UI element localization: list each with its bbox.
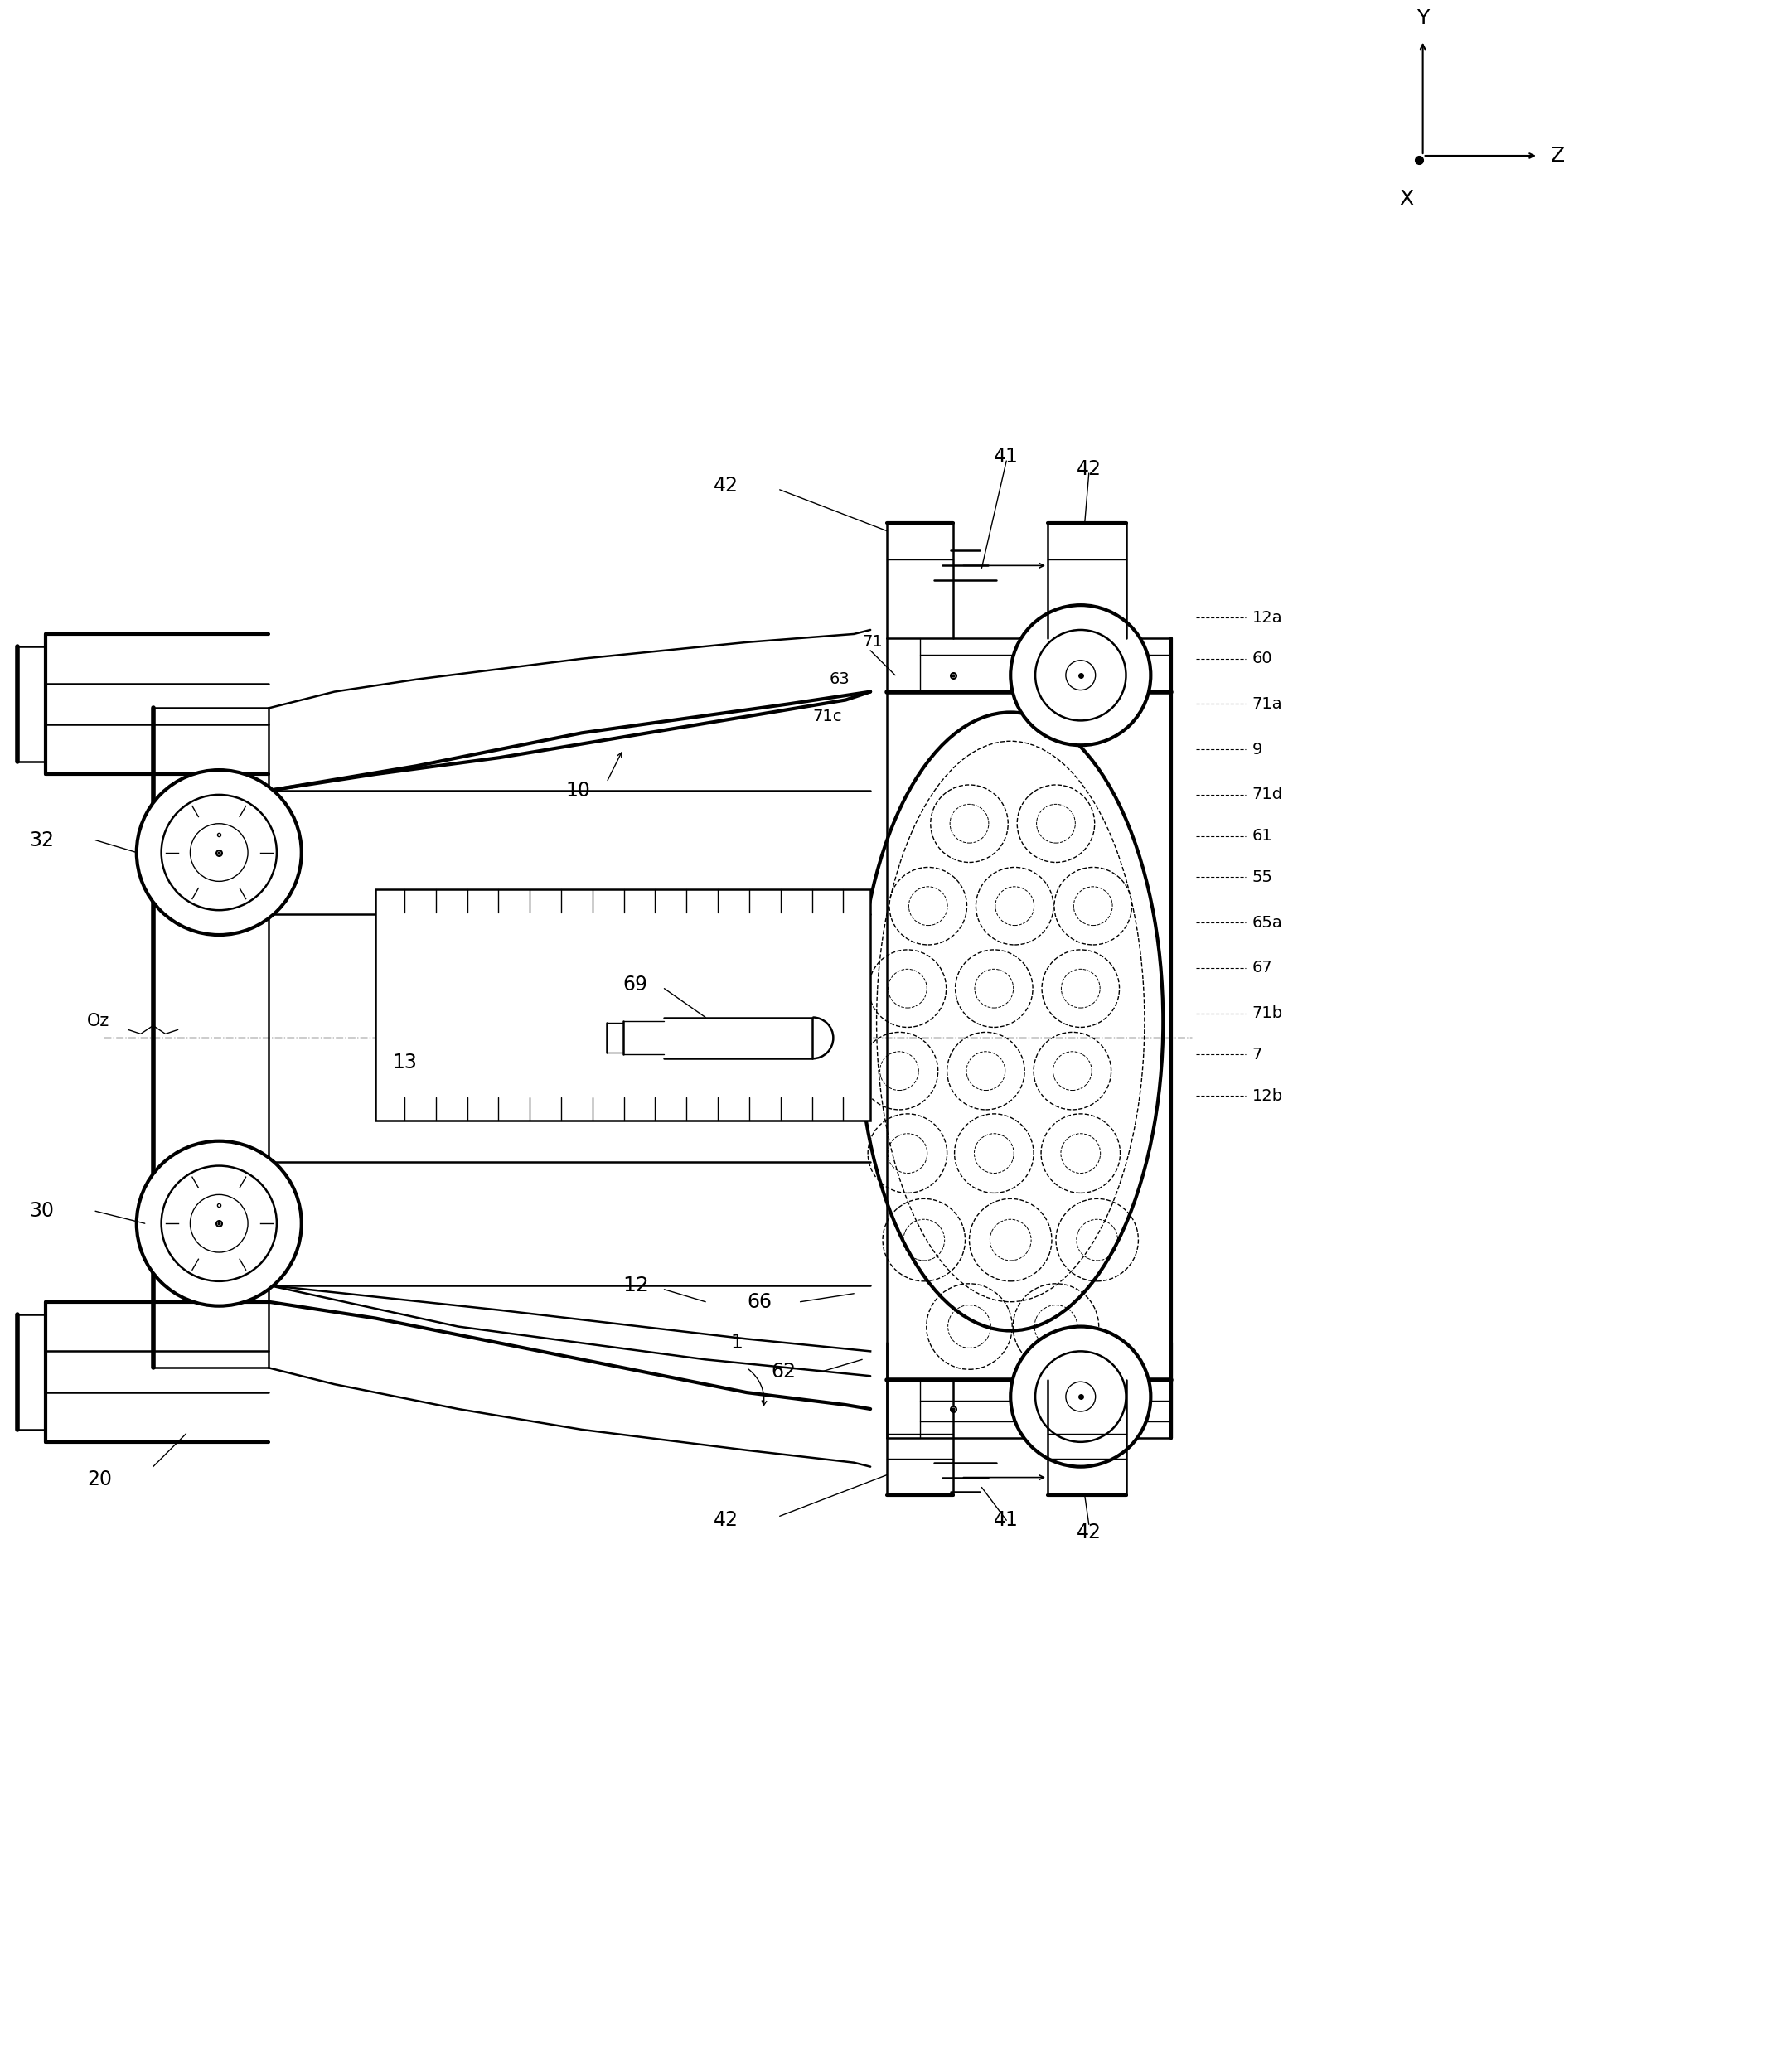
Circle shape	[191, 1196, 248, 1251]
Circle shape	[162, 796, 276, 910]
Circle shape	[137, 1142, 301, 1305]
Text: 63: 63	[829, 671, 850, 688]
Text: 12b: 12b	[1253, 1088, 1283, 1104]
Text: 13: 13	[392, 1053, 417, 1073]
Text: 32: 32	[29, 831, 53, 850]
Text: 61: 61	[1253, 829, 1272, 843]
Text: Oz: Oz	[87, 1013, 110, 1030]
Text: 30: 30	[29, 1202, 53, 1220]
Circle shape	[191, 823, 248, 881]
Text: Y: Y	[1417, 8, 1429, 29]
Bar	[376, 889, 870, 1121]
Text: 12: 12	[624, 1276, 649, 1295]
Text: 20: 20	[87, 1469, 112, 1490]
Text: 42: 42	[1076, 460, 1101, 479]
Text: 71d: 71d	[1253, 787, 1283, 802]
Text: 71c: 71c	[813, 709, 843, 725]
Circle shape	[162, 1167, 276, 1280]
Circle shape	[1035, 1351, 1126, 1442]
Circle shape	[1066, 1382, 1096, 1411]
Text: X: X	[1399, 189, 1413, 209]
Circle shape	[1035, 630, 1126, 721]
Text: 71: 71	[862, 634, 882, 651]
Text: 60: 60	[1253, 651, 1272, 667]
Circle shape	[1010, 1326, 1151, 1467]
Text: 71a: 71a	[1253, 696, 1283, 713]
Text: 12a: 12a	[1253, 609, 1283, 626]
Text: 10: 10	[565, 781, 590, 800]
Text: 42: 42	[715, 477, 738, 495]
Circle shape	[137, 771, 301, 934]
Circle shape	[1066, 661, 1096, 690]
Text: 62: 62	[772, 1361, 797, 1382]
Text: 9: 9	[1253, 742, 1262, 756]
Text: 67: 67	[1253, 959, 1272, 976]
Text: 65a: 65a	[1253, 914, 1283, 930]
Text: 69: 69	[624, 974, 649, 995]
Text: 55: 55	[1253, 870, 1272, 885]
Text: 7: 7	[1253, 1046, 1262, 1063]
Text: 71b: 71b	[1253, 1005, 1283, 1021]
Text: 41: 41	[994, 1510, 1019, 1531]
Text: 42: 42	[715, 1510, 738, 1531]
Text: 42: 42	[1076, 1523, 1101, 1542]
Text: 66: 66	[747, 1291, 772, 1312]
Circle shape	[1010, 605, 1151, 746]
Text: 41: 41	[994, 448, 1019, 466]
Text: Z: Z	[1550, 145, 1565, 166]
Text: 1: 1	[731, 1332, 743, 1353]
